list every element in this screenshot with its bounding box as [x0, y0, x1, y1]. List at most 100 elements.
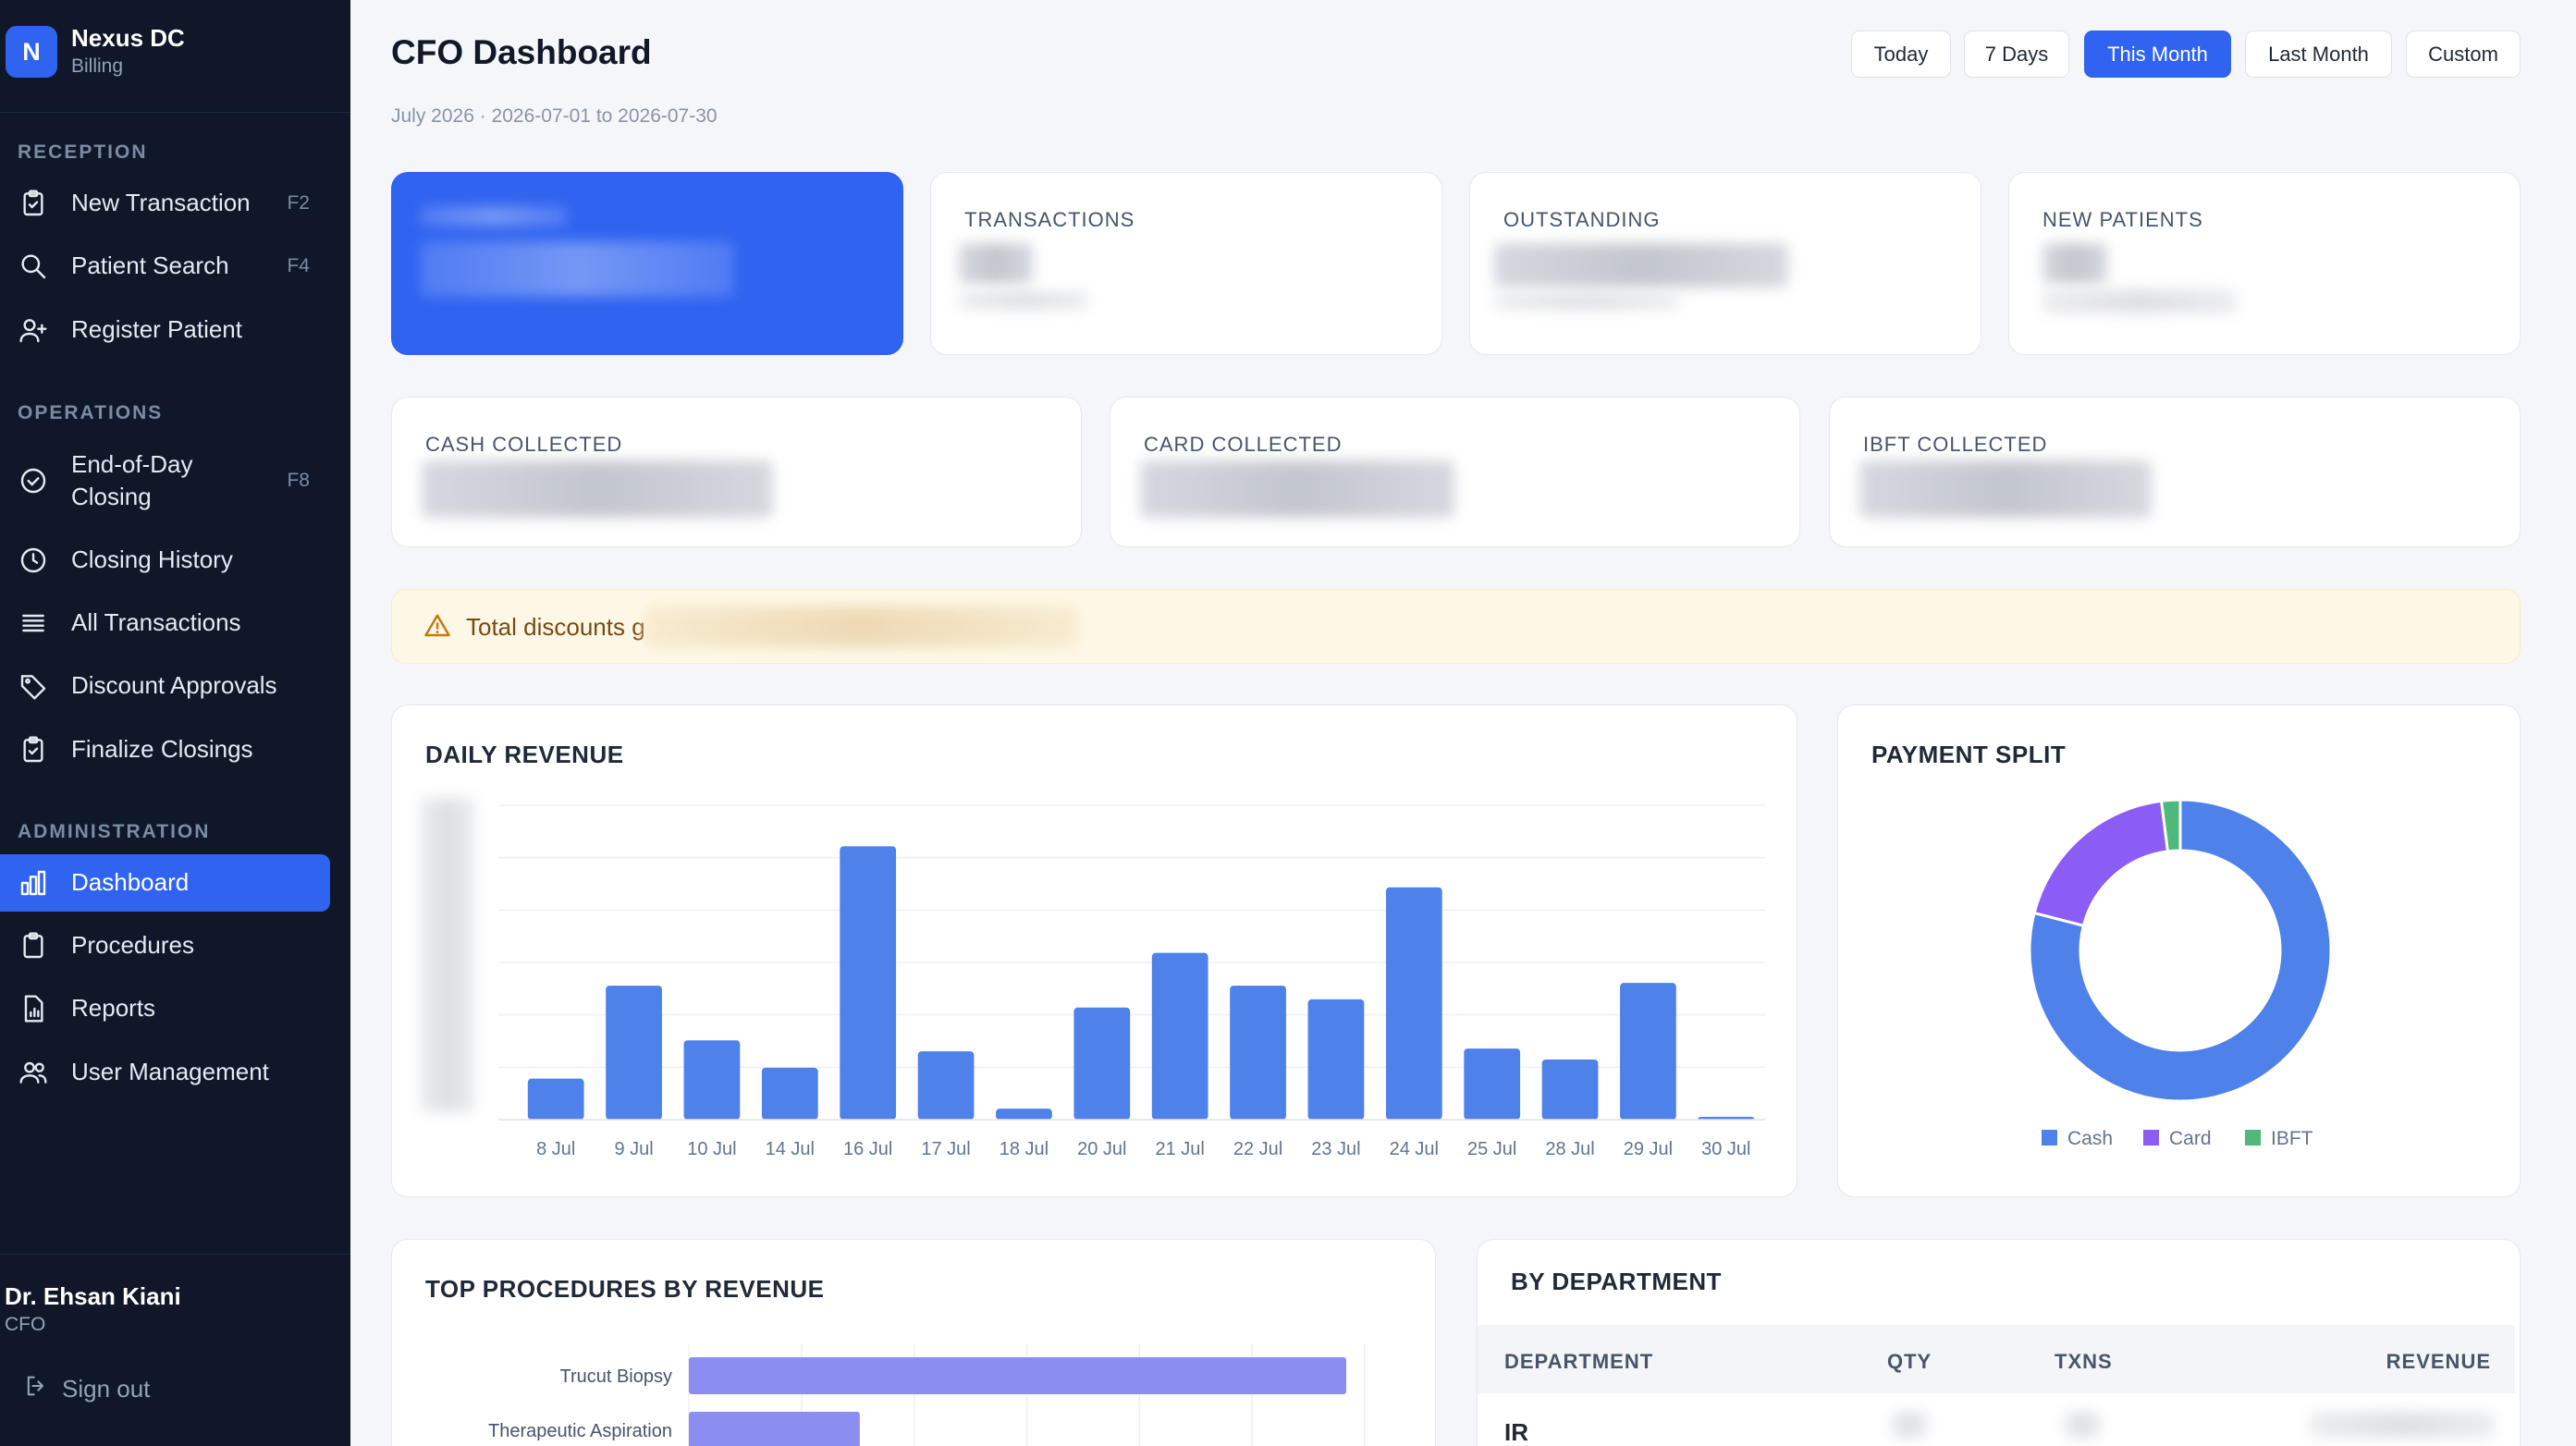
- warning-triangle-icon: [423, 612, 451, 644]
- by-department-card: BY DEPARTMENT DEPARTMENT QTY TXNS REVENU…: [1477, 1239, 2521, 1446]
- sidebar-item-procedures[interactable]: Procedures: [0, 917, 350, 974]
- shortcut-key: F4: [287, 255, 310, 276]
- sidebar-item-end-of-day-closing[interactable]: End-of-Day Closing F8: [0, 446, 350, 516]
- shortcut-key: F2: [287, 192, 310, 214]
- legend-swatch: [2143, 1130, 2159, 1146]
- sidebar-item-reports[interactable]: Reports: [0, 980, 350, 1037]
- procedure-bar[interactable]: [689, 1357, 1346, 1394]
- bar-chart-icon: [18, 867, 49, 899]
- revenue-kpi-card: [391, 172, 903, 355]
- revenue-bar[interactable]: [840, 846, 897, 1120]
- cash-collected-label: CASH COLLECTED: [425, 433, 623, 456]
- sidebar-item-finalize-closings[interactable]: Finalize Closings: [0, 721, 350, 778]
- revenue-bar[interactable]: [996, 1109, 1052, 1120]
- column-header-department[interactable]: DEPARTMENT: [1504, 1350, 1654, 1373]
- x-tick-label: 28 Jul: [1545, 1139, 1594, 1159]
- section-label-administration: ADMINISTRATION: [18, 821, 211, 842]
- user-role: CFO: [5, 1314, 46, 1335]
- card-collected-label: CARD COLLECTED: [1144, 433, 1343, 456]
- revenue-bar[interactable]: [606, 986, 662, 1120]
- range-custom-button[interactable]: Custom: [2406, 31, 2521, 78]
- donut-slice-ibft[interactable]: [2159, 798, 2182, 853]
- section-label-operations: OPERATIONS: [18, 402, 164, 423]
- discount-alert-banner: Total discounts g: [391, 589, 2521, 664]
- revenue-bar[interactable]: [1073, 1007, 1131, 1120]
- sidebar-item-new-transaction[interactable]: New Transaction F2: [0, 175, 350, 232]
- section-label-reception: RECEPTION: [18, 141, 148, 163]
- procedure-bar[interactable]: [689, 1412, 860, 1446]
- revenue-bar[interactable]: [683, 1040, 741, 1120]
- revenue-bar[interactable]: [1464, 1048, 1521, 1120]
- sidebar-item-label: New Transaction: [71, 189, 251, 217]
- sidebar-item-label: Procedures: [71, 931, 194, 960]
- revenue-bar[interactable]: [761, 1067, 818, 1120]
- daily-revenue-card: DAILY REVENUE 8 Jul 9 Jul 10 Jul 14 Jul 16 J…: [391, 705, 1797, 1197]
- sidebar-item-register-patient[interactable]: Register Patient: [0, 301, 350, 359]
- sidebar-item-label: Finalize Closings: [71, 735, 253, 764]
- user-plus-icon: [18, 314, 49, 346]
- redacted-value: [1859, 460, 2152, 518]
- x-tick-label: 9 Jul: [614, 1139, 653, 1159]
- sidebar-item-dashboard[interactable]: Dashboard: [0, 854, 350, 912]
- sidebar-item-label: Closing History: [71, 545, 233, 574]
- sidebar-item-label: End-of-Day Closing: [71, 449, 193, 510]
- x-tick-label: 23 Jul: [1311, 1139, 1360, 1159]
- sign-out-button[interactable]: Sign out: [23, 1373, 150, 1405]
- revenue-bar[interactable]: [1230, 986, 1286, 1120]
- redacted-value: [2042, 243, 2107, 284]
- donut-slice-card[interactable]: [2032, 799, 2170, 927]
- payment-split-card: PAYMENT SPLIT Cash Card IBFT: [1837, 705, 2521, 1197]
- redacted-value: [959, 243, 1033, 284]
- sidebar-item-all-transactions[interactable]: All Transactions: [0, 594, 350, 652]
- sidebar-item-patient-search[interactable]: Patient Search F4: [0, 238, 350, 295]
- column-header-revenue[interactable]: REVENUE: [2386, 1350, 2491, 1373]
- cash-collected-card: CASH COLLECTED: [391, 397, 1082, 547]
- procedure-label: Therapeutic Aspiration: [488, 1421, 672, 1441]
- range-this-month-button[interactable]: This Month: [2084, 31, 2231, 78]
- daily-revenue-chart: 8 Jul 9 Jul 10 Jul 14 Jul 16 Jul 17 Jul 18 Jul…: [498, 804, 1765, 1159]
- column-header-qty[interactable]: QTY: [1887, 1350, 1932, 1373]
- range-last-month-button[interactable]: Last Month: [2245, 31, 2392, 78]
- sidebar-item-user-management[interactable]: User Management: [0, 1044, 350, 1101]
- revenue-bar[interactable]: [527, 1078, 584, 1120]
- payment-split-title: PAYMENT SPLIT: [1871, 741, 2067, 768]
- file-chart-icon: [18, 993, 49, 1024]
- revenue-bar[interactable]: [1541, 1059, 1599, 1120]
- revenue-bar[interactable]: [1151, 952, 1208, 1120]
- column-header-txns[interactable]: TXNS: [2055, 1350, 2113, 1373]
- search-icon: [18, 251, 49, 282]
- x-tick-label: 22 Jul: [1233, 1139, 1282, 1159]
- sign-out-label: Sign out: [62, 1375, 151, 1403]
- range-7-days-button[interactable]: 7 Days: [1964, 31, 2069, 78]
- x-tick-label: 30 Jul: [1701, 1139, 1750, 1159]
- clipboard-check-icon: [18, 734, 49, 766]
- transactions-kpi-card: TRANSACTIONS: [930, 172, 1442, 355]
- card-collected-card: CARD COLLECTED: [1110, 397, 1800, 547]
- brand-logo: N: [6, 26, 57, 78]
- transactions-label: TRANSACTIONS: [964, 208, 1135, 231]
- redacted-revenue: [2310, 1412, 2495, 1438]
- legend-swatch: [2245, 1130, 2261, 1146]
- revenue-bar[interactable]: [917, 1051, 975, 1120]
- sidebar-item-label: Patient Search: [71, 251, 229, 280]
- range-today-button[interactable]: Today: [1851, 31, 1951, 78]
- shortcut-key: F8: [287, 470, 310, 491]
- revenue-bar[interactable]: [1307, 999, 1365, 1120]
- redacted-y-axis: [420, 798, 475, 1112]
- sidebar-item-discount-approvals[interactable]: Discount Approvals: [0, 657, 350, 715]
- redacted-txns: [2064, 1412, 2101, 1438]
- sidebar-item-closing-history[interactable]: Closing History: [0, 532, 350, 589]
- redacted-value: [420, 241, 734, 297]
- legend-label: Cash: [2067, 1128, 2113, 1149]
- redacted-subtext: [2042, 289, 2237, 313]
- new-patients-kpi-card: NEW PATIENTS: [2008, 172, 2521, 355]
- department-table-header: DEPARTMENT QTY TXNS REVENUE: [1478, 1325, 2515, 1393]
- donut-slice-cash[interactable]: [2028, 798, 2333, 1103]
- procedure-label: Trucut Biopsy: [559, 1366, 672, 1387]
- sidebar-item-label: All Transactions: [71, 608, 241, 637]
- revenue-bar[interactable]: [1385, 887, 1442, 1120]
- sign-out-icon: [23, 1373, 49, 1405]
- list-icon: [18, 607, 49, 639]
- sidebar-item-label: Reports: [71, 994, 156, 1023]
- revenue-bar[interactable]: [1620, 983, 1676, 1120]
